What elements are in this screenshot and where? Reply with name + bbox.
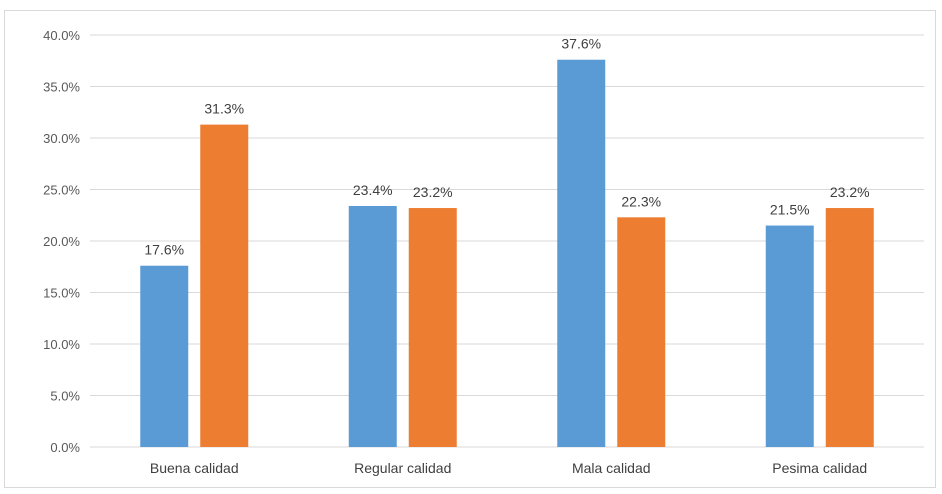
data-label: 17.6% bbox=[144, 242, 184, 258]
y-tick-label: 30.0% bbox=[43, 131, 80, 146]
data-label: 23.2% bbox=[830, 184, 870, 200]
y-tick-label: 35.0% bbox=[43, 80, 80, 95]
y-tick-label: 25.0% bbox=[43, 183, 80, 198]
bar bbox=[825, 208, 874, 447]
x-category-label: Mala calidad bbox=[572, 460, 651, 476]
bar bbox=[617, 217, 666, 447]
bar bbox=[557, 59, 606, 447]
y-tick-label: 15.0% bbox=[43, 286, 80, 301]
data-label: 37.6% bbox=[561, 36, 601, 52]
bar bbox=[765, 225, 814, 447]
data-label: 23.4% bbox=[353, 182, 393, 198]
y-tick-label: 20.0% bbox=[43, 234, 80, 249]
data-label: 22.3% bbox=[621, 193, 661, 209]
y-tick-label: 0.0% bbox=[50, 440, 80, 455]
bar bbox=[408, 208, 457, 447]
x-category-label: Pesima calidad bbox=[772, 460, 867, 476]
y-tick-label: 40.0% bbox=[43, 28, 80, 43]
bar bbox=[200, 124, 249, 448]
bar bbox=[140, 265, 189, 447]
bar bbox=[348, 205, 397, 447]
data-label: 31.3% bbox=[204, 101, 244, 117]
x-category-label: Buena calidad bbox=[150, 460, 239, 476]
data-label: 23.2% bbox=[413, 184, 453, 200]
y-tick-label: 10.0% bbox=[43, 337, 80, 352]
y-tick-label: 5.0% bbox=[50, 389, 80, 404]
x-category-label: Regular calidad bbox=[354, 460, 451, 476]
data-label: 21.5% bbox=[770, 202, 810, 218]
